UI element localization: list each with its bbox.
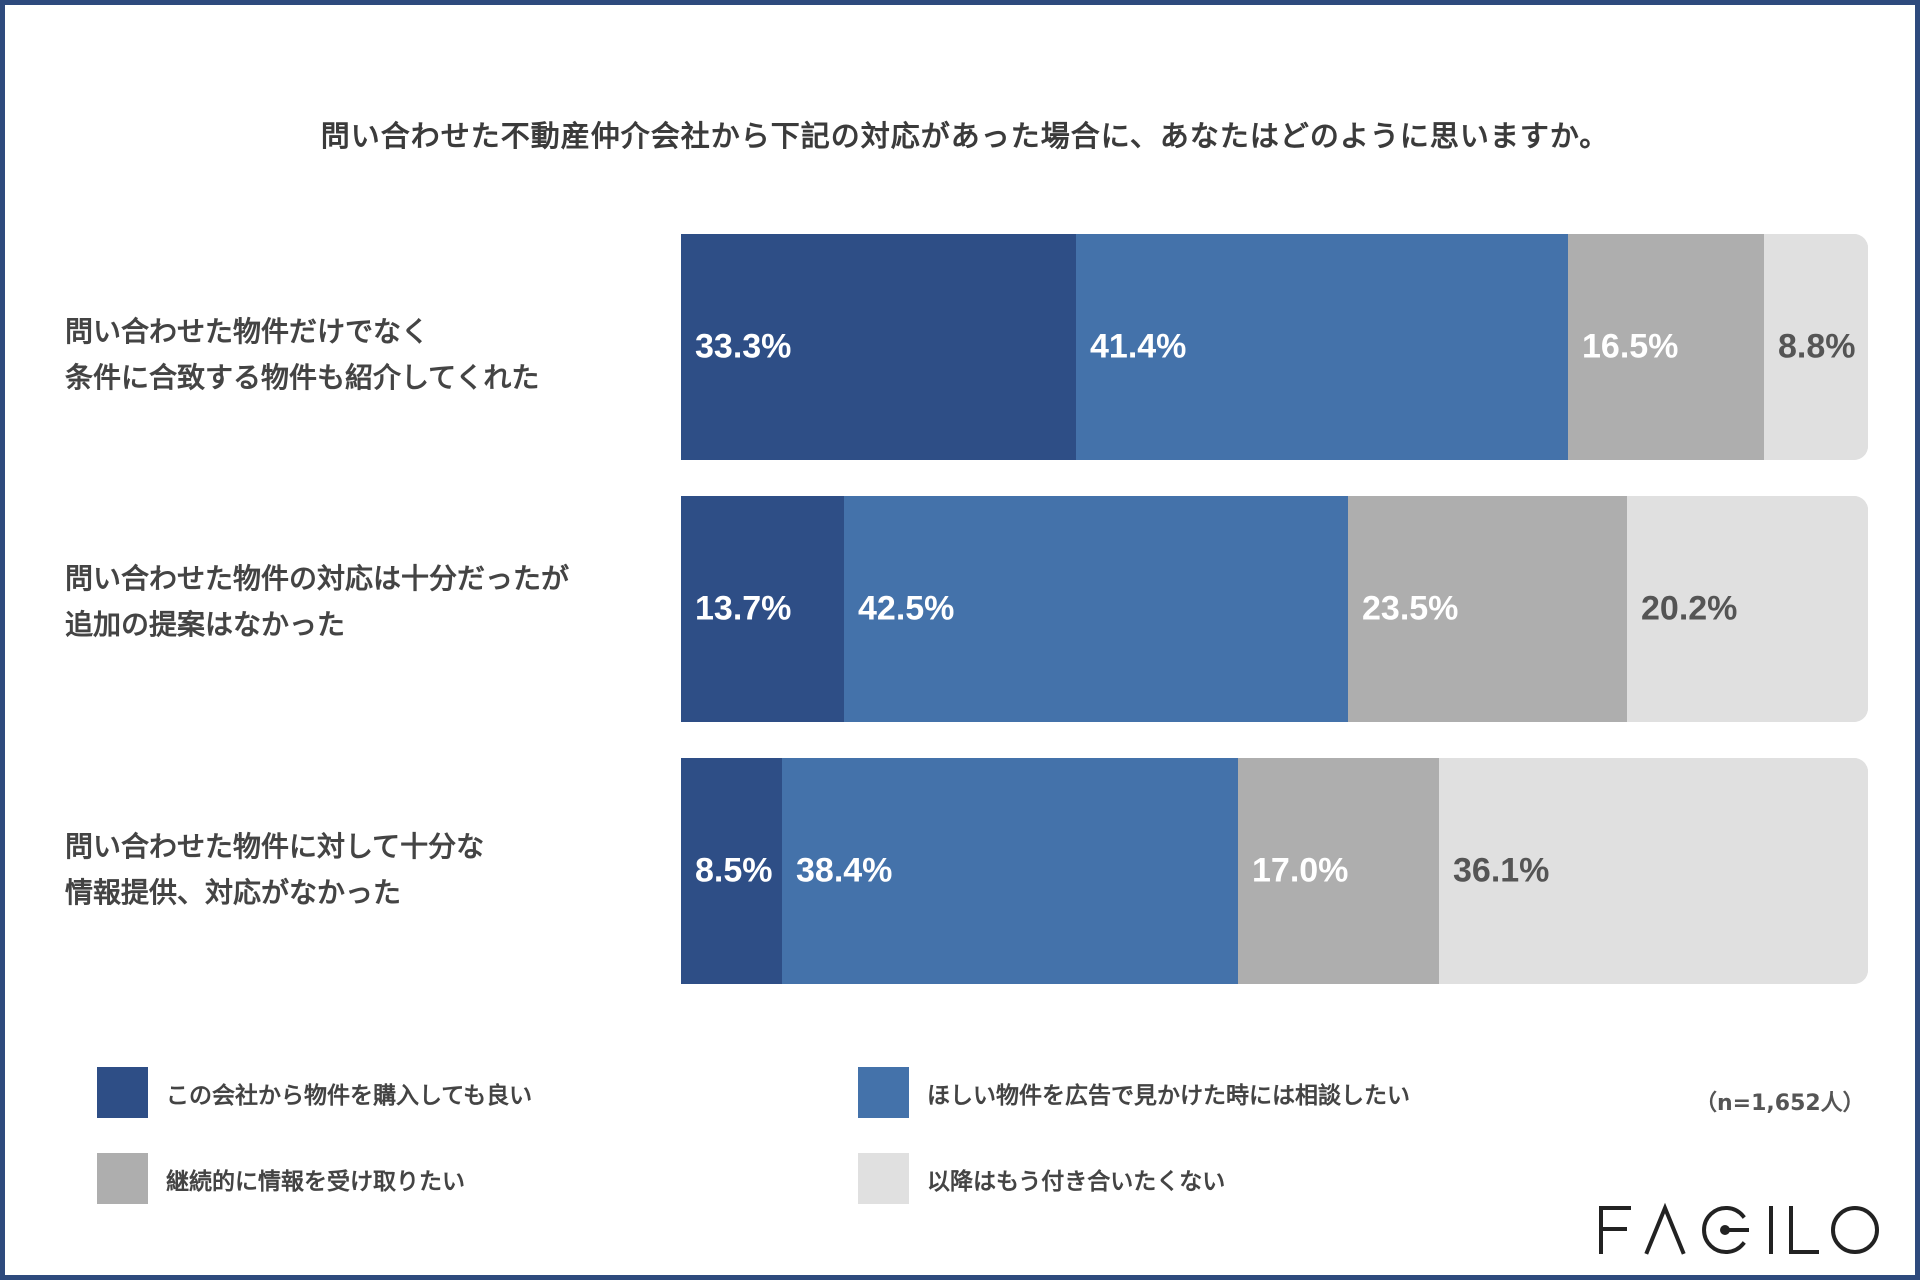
data-label-r2-s2: 42.5% xyxy=(858,589,955,628)
bar-segment-r3-s1 xyxy=(681,758,782,984)
data-label-r1-s1: 33.3% xyxy=(695,327,792,366)
data-label-r3-s3: 17.0% xyxy=(1252,851,1349,890)
logo-letter-g xyxy=(1702,1206,1746,1254)
data-label-r2-s1: 13.7% xyxy=(695,589,792,628)
bar-segment-r3-s2 xyxy=(782,758,1238,984)
bar-segment-r1-s3 xyxy=(1568,234,1764,460)
legend-item-receive-info: 継続的に情報を受け取りたい xyxy=(97,1153,465,1204)
category-label-1: 問い合わせた物件だけでなく 条件に合致する物件も紹介してくれた xyxy=(65,315,540,394)
legend-item-no-relationship: 以降はもう付き合いたくない xyxy=(858,1153,1225,1204)
data-label-r2-s4: 20.2% xyxy=(1641,589,1738,628)
bar-segment-r2-s4 xyxy=(1627,496,1868,722)
legend-swatch-consult xyxy=(858,1067,909,1118)
chart-title: 問い合わせた不動産仲介会社から下記の対応があった場合に、あなたはどのように思いま… xyxy=(320,119,1610,153)
bar-segment-r2-s3 xyxy=(1348,496,1627,722)
stacked-bar-2: 13.7% 42.5% 23.5% 20.2% xyxy=(681,496,1868,722)
data-label-r3-s1: 8.5% xyxy=(695,851,773,890)
legend-swatch-no-relationship xyxy=(858,1153,909,1204)
category-label-2: 問い合わせた物件の対応は十分だったが 追加の提案はなかった xyxy=(65,562,570,641)
legend-item-buy: この会社から物件を購入しても良い xyxy=(97,1067,532,1118)
bar-segment-r3-s3 xyxy=(1238,758,1439,984)
legend-label-buy: この会社から物件を購入しても良い xyxy=(166,1082,533,1109)
bar-segment-r1-s4 xyxy=(1764,234,1868,460)
logo-letter-o xyxy=(1831,1206,1879,1254)
stacked-bar-3: 8.5% 38.4% 17.0% 36.1% xyxy=(681,758,1868,984)
legend-label-consult: ほしい物件を広告で見かけた時には相談したい xyxy=(927,1082,1410,1109)
data-label-r1-s2: 41.4% xyxy=(1090,327,1187,366)
bar-segment-r1-s2 xyxy=(1076,234,1568,460)
bar-segment-r2-s2 xyxy=(844,496,1348,722)
sample-size-note: （n=1,652人） xyxy=(1695,1091,1865,1116)
legend-item-consult: ほしい物件を広告で見かけた時には相談したい xyxy=(858,1067,1410,1118)
data-label-r2-s3: 23.5% xyxy=(1362,589,1459,628)
data-label-r3-s2: 38.4% xyxy=(796,851,893,890)
bar-segment-r3-s4 xyxy=(1439,758,1868,984)
bar-segment-r2-s1 xyxy=(681,496,844,722)
bar-segment-r1-s1 xyxy=(681,234,1076,460)
data-label-r1-s3: 16.5% xyxy=(1582,327,1679,366)
logo-letter-a xyxy=(1644,1202,1686,1255)
data-label-r1-s4: 8.8% xyxy=(1778,327,1856,366)
category-label-3: 問い合わせた物件に対して十分な 情報提供、対応がなかった xyxy=(65,830,485,909)
legend-swatch-receive-info xyxy=(97,1153,148,1204)
legend-label-receive-info: 継続的に情報を受け取りたい xyxy=(166,1168,465,1195)
logo-letter-f xyxy=(1599,1206,1631,1254)
legend-swatch-buy xyxy=(97,1067,148,1118)
data-label-r3-s4: 36.1% xyxy=(1453,851,1550,890)
fagilo-logo xyxy=(1599,1202,1879,1255)
logo-letter-l xyxy=(1789,1206,1819,1254)
legend-label-no-relationship: 以降はもう付き合いたくない xyxy=(927,1168,1226,1195)
stacked-bar-1: 33.3% 41.4% 16.5% 8.8% xyxy=(681,234,1868,460)
